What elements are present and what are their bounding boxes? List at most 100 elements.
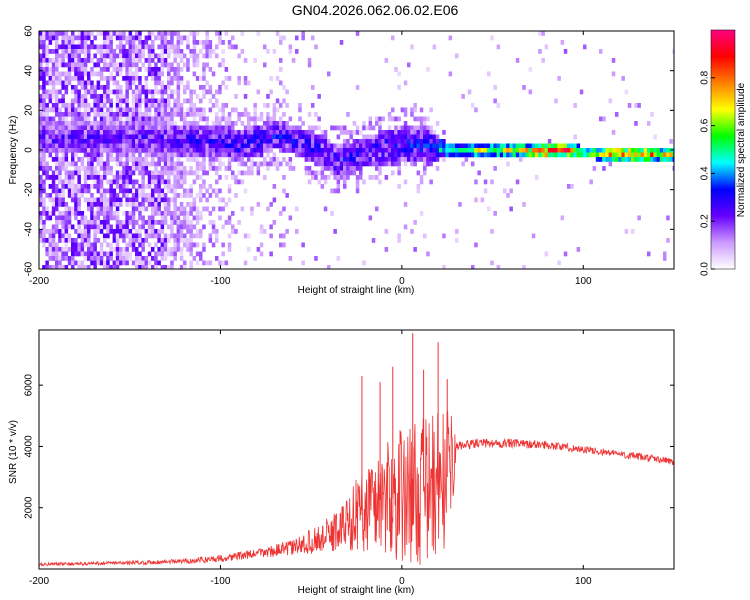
spectrogram-cell bbox=[106, 62, 110, 68]
spectrogram-cell bbox=[42, 265, 46, 269]
spectrogram-cell bbox=[400, 148, 405, 153]
spectrogram-cell bbox=[103, 148, 107, 153]
spectrogram-cell bbox=[48, 265, 53, 269]
spectrogram-cell bbox=[384, 175, 389, 180]
spectrogram-cell bbox=[141, 49, 145, 54]
spectrogram-cell bbox=[192, 35, 197, 41]
spectrogram-cell bbox=[115, 256, 120, 261]
spectrogram-cell bbox=[384, 148, 389, 153]
spectrogram-cell bbox=[183, 166, 187, 171]
spectrogram-cell bbox=[151, 94, 155, 99]
spectrogram-cell bbox=[154, 35, 158, 41]
spectrogram-cell bbox=[48, 197, 53, 203]
spectrogram-cell bbox=[343, 148, 347, 153]
spectrogram-cell bbox=[141, 53, 145, 59]
spectrogram-cell bbox=[125, 188, 129, 194]
spectrogram-cell bbox=[253, 148, 257, 153]
spectrogram-cell bbox=[77, 58, 81, 63]
spectrogram-cell bbox=[151, 179, 155, 185]
spectrogram-cell bbox=[147, 148, 152, 153]
spectrogram-cell bbox=[71, 76, 75, 81]
spectrogram-cell bbox=[71, 157, 75, 162]
spectrogram-cell bbox=[301, 134, 305, 140]
spectrogram-cell bbox=[93, 224, 97, 230]
spectrogram-cell bbox=[365, 152, 369, 158]
spectrogram-cell bbox=[157, 107, 161, 113]
spectrogram-cell bbox=[170, 265, 174, 269]
spectrogram-cell bbox=[224, 67, 229, 72]
spectrogram-cell bbox=[403, 134, 408, 140]
spectrogram-cell bbox=[359, 130, 363, 135]
spectrogram-cell bbox=[186, 242, 190, 248]
spectrogram-cell bbox=[368, 134, 373, 140]
spectrogram-cell bbox=[80, 220, 85, 225]
spectrogram-cell bbox=[215, 256, 219, 261]
spectrogram-cell bbox=[192, 139, 197, 144]
spectrogram-cell bbox=[147, 89, 152, 95]
spectrogram-cell bbox=[189, 206, 193, 212]
spectrogram-cell bbox=[67, 103, 72, 108]
spectrogram-cell bbox=[48, 67, 53, 72]
spectrogram-cell bbox=[55, 112, 59, 117]
spectrogram-cell bbox=[621, 76, 625, 81]
spectrogram-cell bbox=[211, 103, 216, 108]
spectrogram-cell bbox=[42, 152, 46, 158]
spectrogram-cell bbox=[186, 125, 190, 131]
spectrogram-cell bbox=[83, 179, 88, 185]
spectrogram-cell bbox=[99, 211, 104, 216]
spectrogram-cell bbox=[128, 40, 133, 45]
spectrogram-cell bbox=[192, 125, 197, 131]
spectrogram-cell bbox=[311, 139, 315, 144]
spectrogram-cell bbox=[67, 53, 72, 59]
spectrogram-cell bbox=[80, 238, 85, 243]
spectrogram-cell bbox=[195, 157, 200, 162]
spectrogram-cell bbox=[112, 125, 117, 131]
spectrogram-cell bbox=[87, 161, 91, 167]
spectrogram-cell bbox=[154, 206, 158, 212]
spectrogram-cell bbox=[45, 193, 49, 198]
spectrogram-cell bbox=[163, 197, 168, 203]
spectrogram-cell bbox=[234, 134, 238, 140]
spectrogram-cell bbox=[83, 256, 88, 261]
spectrogram-cell bbox=[211, 224, 216, 230]
spectrogram-cell bbox=[80, 103, 85, 108]
spectrogram-cell bbox=[672, 152, 674, 158]
spectrogram-cell bbox=[227, 44, 232, 50]
spectrogram-cell bbox=[563, 148, 568, 153]
spectrogram-cell bbox=[378, 148, 382, 153]
spectrogram-cell bbox=[275, 143, 280, 149]
spectrogram-cell bbox=[93, 44, 97, 50]
spectrogram-cell bbox=[77, 220, 81, 225]
spectrogram-cell bbox=[55, 161, 59, 167]
spectrogram-cell bbox=[42, 170, 46, 176]
spectrogram-cell bbox=[131, 44, 136, 50]
spectrogram-cell bbox=[141, 206, 145, 212]
spectrogram-cell bbox=[192, 44, 197, 50]
spectrogram-cell bbox=[506, 143, 510, 149]
spectrogram-cell bbox=[218, 260, 222, 266]
spectrogram-cell bbox=[80, 98, 85, 104]
spectrogram-cell bbox=[160, 229, 165, 234]
spectrogram-cell bbox=[119, 31, 123, 36]
spectrogram-cell bbox=[93, 89, 97, 95]
spectrogram-cell bbox=[173, 53, 177, 59]
spectrogram-cell bbox=[138, 152, 142, 158]
spectrogram-cell bbox=[595, 148, 600, 153]
spectrogram-cell bbox=[442, 152, 446, 158]
spectrogram-cell bbox=[221, 143, 225, 149]
spectrogram-cell bbox=[256, 143, 261, 149]
spectrogram-cell bbox=[202, 166, 206, 171]
spectrogram-cell bbox=[112, 193, 117, 198]
spectrogram-cell bbox=[423, 148, 427, 153]
spectrogram-cell bbox=[157, 103, 161, 108]
spectrogram-cell bbox=[381, 157, 385, 162]
spectrogram-cell bbox=[61, 58, 65, 63]
spectrogram-cell bbox=[256, 134, 261, 140]
spectrogram-cell bbox=[58, 107, 62, 113]
spectrogram-cell bbox=[99, 161, 104, 167]
spectrogram-cell bbox=[135, 229, 139, 234]
spectrogram-cell bbox=[61, 80, 65, 86]
spectrogram-cell bbox=[237, 161, 241, 167]
spectrogram-cell bbox=[55, 157, 59, 162]
spectrogram-cell bbox=[288, 215, 293, 221]
